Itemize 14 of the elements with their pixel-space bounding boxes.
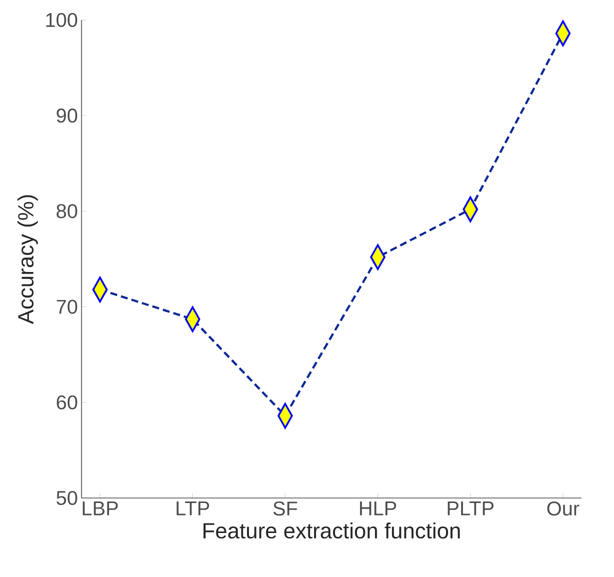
y-tick-label: 80 bbox=[56, 204, 78, 218]
y-tick-label: 50 bbox=[56, 490, 78, 506]
x-tick-label: LTP bbox=[176, 502, 210, 516]
y-tick-label: 60 bbox=[56, 395, 78, 410]
y-axis-title: Accuracy (%) bbox=[17, 195, 38, 324]
x-tick-label: LBP bbox=[82, 502, 118, 516]
y-tick-label: 90 bbox=[56, 108, 78, 123]
x-tick-label: PLTP bbox=[448, 502, 494, 516]
x-tick-label: HLP bbox=[360, 502, 396, 516]
x-axis-title: Feature extraction function bbox=[204, 522, 460, 539]
x-tick-label: Our bbox=[547, 502, 580, 516]
y-tick-label: 100 bbox=[46, 12, 78, 28]
y-tick-label: 70 bbox=[56, 300, 78, 314]
x-tick-label: SF bbox=[273, 502, 298, 516]
